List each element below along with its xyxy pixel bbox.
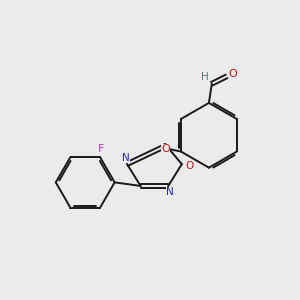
Text: O: O [185,160,193,171]
Text: N: N [122,153,130,163]
Text: O: O [161,144,170,154]
Text: O: O [229,69,237,79]
Text: F: F [98,144,105,154]
Text: H: H [201,72,208,82]
Text: N: N [166,188,174,197]
